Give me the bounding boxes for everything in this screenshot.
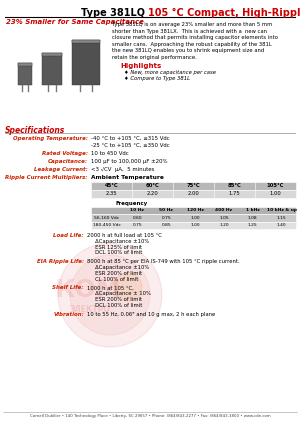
Text: 180-450 Vdc: 180-450 Vdc (93, 223, 121, 227)
Text: 1.15: 1.15 (277, 216, 286, 220)
Circle shape (70, 255, 150, 335)
Text: ESR 200% of limit: ESR 200% of limit (87, 297, 142, 302)
Text: 0.75: 0.75 (161, 216, 171, 220)
Text: Capacitance:: Capacitance: (48, 159, 88, 164)
Text: EIA Ripple Life:: EIA Ripple Life: (37, 259, 84, 264)
Text: 23% Smaller for Same Capacitance: 23% Smaller for Same Capacitance (6, 19, 144, 25)
Text: 1.75: 1.75 (229, 191, 240, 196)
Text: 100 μF to 100,000 μF ±20%: 100 μF to 100,000 μF ±20% (91, 159, 167, 164)
Text: Rated Voltage:: Rated Voltage: (42, 150, 88, 156)
Text: Type 381LQ: Type 381LQ (81, 8, 148, 18)
Text: 0.60: 0.60 (133, 216, 142, 220)
Bar (91, 221, 296, 229)
Text: -25 °C to +105 °C, ≥350 Vdc: -25 °C to +105 °C, ≥350 Vdc (91, 142, 169, 147)
Circle shape (58, 243, 162, 347)
Text: Highlights: Highlights (120, 63, 161, 69)
Text: 2.00: 2.00 (188, 191, 200, 196)
Text: 45°C: 45°C (105, 183, 118, 188)
Text: 1.05: 1.05 (219, 216, 229, 220)
Text: 50 Hz: 50 Hz (159, 208, 173, 212)
Text: smaller cans.  Approaching the robust capability of the 381L: smaller cans. Approaching the robust cap… (112, 42, 272, 46)
Text: 1.40: 1.40 (277, 223, 286, 227)
Text: 10 Hz: 10 Hz (130, 208, 144, 212)
Text: Leakage Current:: Leakage Current: (34, 167, 88, 172)
Text: 1.00: 1.00 (190, 223, 200, 227)
Text: 2000 h at full load at 105 °C: 2000 h at full load at 105 °C (87, 233, 162, 238)
Text: 8000 h at 85 °C per EIA IS-749 with 105 °C ripple current.: 8000 h at 85 °C per EIA IS-749 with 105 … (87, 259, 240, 264)
Text: 60°C: 60°C (146, 183, 159, 188)
Text: CL 100% of limit: CL 100% of limit (87, 277, 138, 282)
Text: КОМ: КОМ (55, 278, 121, 302)
Bar (18, 63, 32, 85)
Text: 1 kHz: 1 kHz (246, 208, 260, 212)
Text: 75°C: 75°C (187, 183, 200, 188)
Text: 85°C: 85°C (228, 183, 242, 188)
Text: 10 to 450 Vdc: 10 to 450 Vdc (91, 150, 129, 156)
Text: Cornell Dubilier • 140 Technology Place • Liberty, SC 29657 • Phone: (864)843-22: Cornell Dubilier • 140 Technology Place … (30, 414, 270, 417)
Bar (18, 63, 32, 66)
Text: 1.25: 1.25 (248, 223, 258, 227)
Text: 400 Hz: 400 Hz (215, 208, 232, 212)
Bar (72, 40, 100, 85)
Text: 1.08: 1.08 (248, 216, 258, 220)
Text: ΔCapacitance ±10%: ΔCapacitance ±10% (87, 265, 149, 270)
Text: the new 381LQ enables you to shrink equipment size and: the new 381LQ enables you to shrink equi… (112, 48, 264, 53)
Text: -40 °C to +105 °C, ≤315 Vdc: -40 °C to +105 °C, ≤315 Vdc (91, 136, 169, 141)
Text: 10 to 55 Hz, 0.06" and 10 g max, 2 h each plane: 10 to 55 Hz, 0.06" and 10 g max, 2 h eac… (87, 312, 215, 317)
Bar (72, 40, 100, 43)
Text: ΔCapacitance ± 10%: ΔCapacitance ± 10% (87, 291, 151, 296)
Text: closure method that permits installing capacitor elements into: closure method that permits installing c… (112, 35, 278, 40)
Text: Shelf Life:: Shelf Life: (52, 286, 84, 290)
Text: ♦ Compare to Type 381L: ♦ Compare to Type 381L (124, 76, 190, 81)
Text: ♦ New, more capacitance per case: ♦ New, more capacitance per case (124, 70, 216, 75)
Text: 2.35: 2.35 (106, 191, 117, 196)
Text: DCL 100% of limit: DCL 100% of limit (87, 250, 142, 255)
Text: 1000 h at 105 °C,: 1000 h at 105 °C, (87, 286, 134, 290)
Text: ESR 125% of limit: ESR 125% of limit (87, 245, 142, 249)
Circle shape (114, 273, 142, 301)
Text: ЭЛЕКТРО: ЭЛЕКТРО (70, 304, 110, 314)
Text: Specifications: Specifications (5, 126, 65, 135)
Text: ΔCapacitance ±10%: ΔCapacitance ±10% (87, 239, 149, 244)
Text: DCL 100% of limit: DCL 100% of limit (87, 303, 142, 308)
Text: Frequency: Frequency (116, 201, 148, 206)
Text: Ambient Temperature: Ambient Temperature (91, 175, 164, 179)
Text: 1.00: 1.00 (190, 216, 200, 220)
Bar (42, 53, 62, 85)
Text: 10 kHz & up: 10 kHz & up (267, 208, 297, 212)
Text: Load Life:: Load Life: (53, 233, 84, 238)
Text: 1.20: 1.20 (219, 223, 229, 227)
Text: Operating Temperature:: Operating Temperature: (13, 136, 88, 141)
Text: 2.20: 2.20 (147, 191, 158, 196)
Text: 105 °C Compact, High-Ripple Snap-in: 105 °C Compact, High-Ripple Snap-in (148, 8, 300, 18)
Text: shorter than Type 381LX.  This is achieved with a  new can: shorter than Type 381LX. This is achieve… (112, 28, 267, 34)
Text: 0.85: 0.85 (161, 223, 171, 227)
Text: 105°C: 105°C (267, 183, 284, 188)
Text: ESR 200% of limit: ESR 200% of limit (87, 271, 142, 276)
Bar (91, 181, 296, 190)
Text: Ripple Current Multipliers:: Ripple Current Multipliers: (5, 175, 88, 179)
Bar (42, 53, 62, 56)
Text: 56-160 Vdc: 56-160 Vdc (94, 216, 120, 220)
Text: 1.00: 1.00 (270, 191, 281, 196)
Bar (91, 214, 296, 221)
Text: <3 √CV  μA,  5 minutes: <3 √CV μA, 5 minutes (91, 167, 154, 172)
Bar (91, 207, 296, 214)
Bar (91, 190, 296, 198)
Text: Vibration:: Vibration: (53, 312, 84, 317)
Text: retain the original performance.: retain the original performance. (112, 54, 197, 60)
Text: 0.75: 0.75 (133, 223, 142, 227)
Text: Type 381LQ is on average 23% smaller and more than 5 mm: Type 381LQ is on average 23% smaller and… (112, 22, 272, 27)
Text: 120 Hz: 120 Hz (187, 208, 203, 212)
